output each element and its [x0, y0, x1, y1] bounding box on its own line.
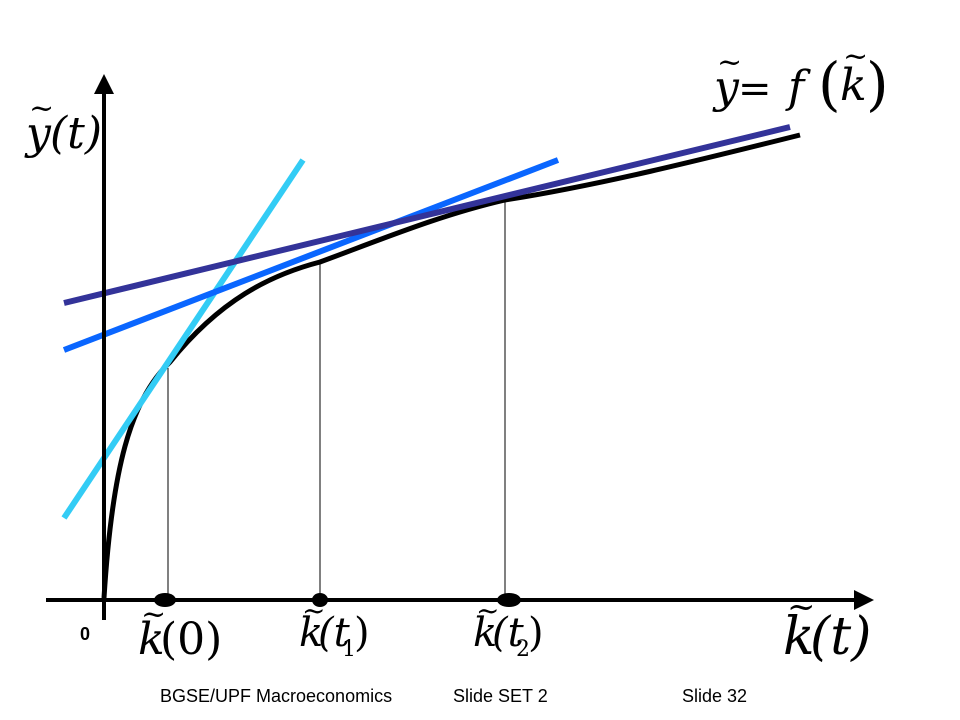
x-label-k0: k ~ (0): [138, 597, 222, 665]
tangent-line-k1: [62, 157, 560, 353]
svg-text:~: ~: [717, 45, 742, 80]
svg-text:(: (: [818, 50, 841, 118]
footer-course: BGSE/UPF Macroeconomics: [160, 686, 392, 706]
svg-text:~: ~: [302, 594, 325, 627]
svg-text:=: =: [738, 66, 772, 112]
svg-text:k: k: [299, 610, 323, 656]
svg-text:(t): (t): [810, 607, 871, 667]
origin-label: 0: [80, 624, 90, 644]
svg-text:k: k: [138, 614, 165, 665]
svg-text:~: ~: [141, 597, 166, 632]
svg-text:f: f: [785, 62, 811, 113]
x-marker-k2: [497, 593, 521, 607]
svg-text:~: ~: [29, 91, 54, 126]
svg-text:y: y: [712, 62, 740, 113]
svg-text:k: k: [473, 610, 497, 656]
svg-text:2: 2: [516, 637, 530, 662]
svg-text:k: k: [783, 607, 815, 667]
footer-set: Slide SET 2: [453, 686, 548, 706]
svg-text:y: y: [24, 108, 52, 159]
svg-text:): ): [866, 50, 889, 118]
y-axis-label: y ~ (t): [24, 91, 102, 159]
svg-text:): ): [528, 610, 544, 656]
x-label-k2: k ~ (t 2 ): [473, 594, 544, 662]
curve-label: y ~ = f ( k ~ ): [712, 39, 889, 118]
footer-slide-number: Slide 32: [682, 686, 747, 706]
svg-text:(t): (t): [50, 108, 102, 159]
svg-text:1: 1: [342, 637, 356, 662]
tangent-line-k2: [63, 124, 791, 306]
svg-text:(t: (t: [318, 610, 351, 656]
svg-text:(0): (0): [160, 614, 222, 665]
svg-text:(t: (t: [492, 610, 525, 656]
x-label-k1: k ~ (t 1 ): [299, 594, 370, 662]
x-marker-k0: [154, 593, 176, 607]
svg-text:): ): [354, 610, 370, 656]
production-curve: [101, 132, 801, 599]
svg-text:~: ~: [843, 39, 868, 74]
x-marker-k1: [312, 593, 328, 607]
svg-text:~: ~: [476, 594, 499, 627]
x-axis-label: k ~ (t): [783, 587, 871, 667]
svg-text:~: ~: [787, 587, 816, 627]
svg-text:k: k: [840, 60, 867, 111]
